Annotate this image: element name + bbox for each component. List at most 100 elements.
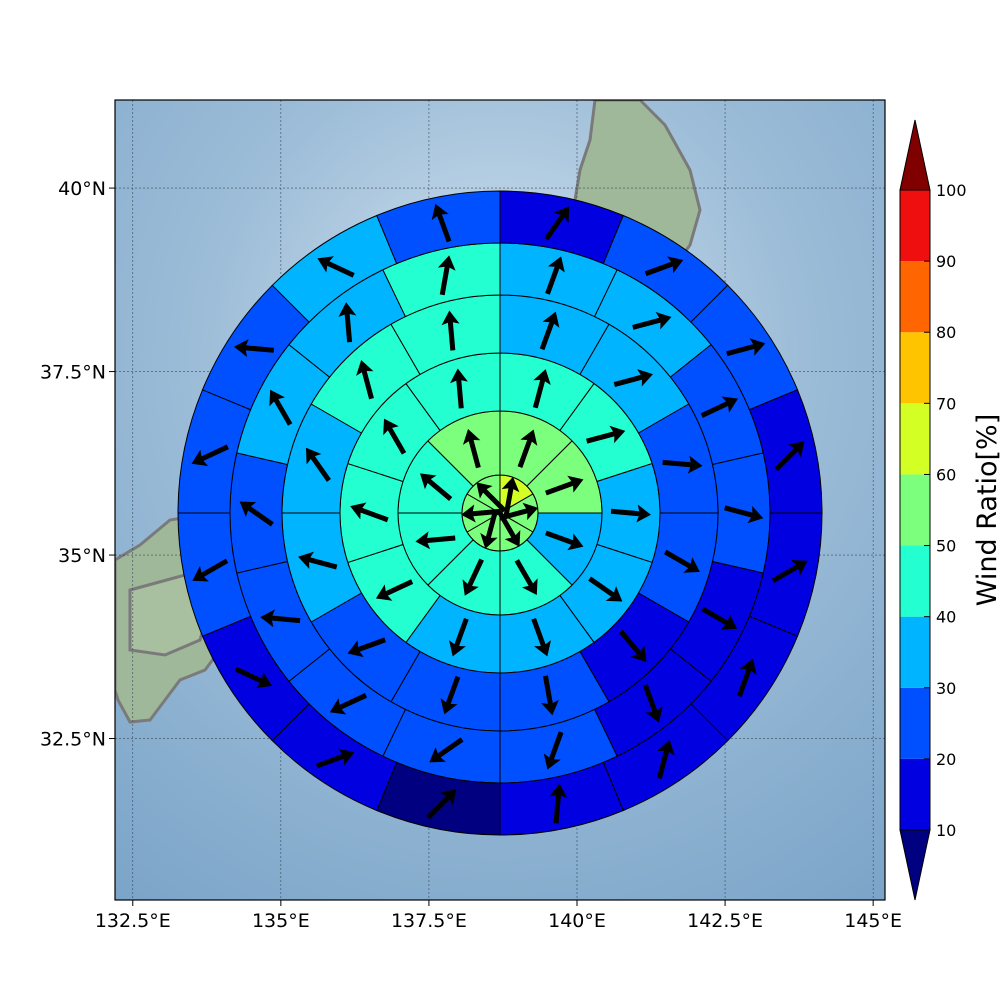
colorbar: 10 20 30 40 50 60 70 80 90 100 <box>899 119 967 901</box>
wind-arrow <box>632 311 672 330</box>
x-tick-label: 140°E <box>548 910 606 932</box>
wind-arrow <box>610 504 651 523</box>
wind-arrow <box>476 482 507 513</box>
wind-arrow <box>663 549 700 573</box>
wind-arrow <box>700 396 738 418</box>
wind-arrow <box>517 429 538 468</box>
colorbar-tick-label: 90 <box>936 252 956 271</box>
colorbar-outline <box>899 189 931 831</box>
wind-arrow <box>586 425 626 444</box>
wind-arrow <box>192 558 229 582</box>
wind-arrow <box>662 455 703 474</box>
colorbar-tick-label: 100 <box>936 181 967 200</box>
wind-arrow <box>499 502 539 521</box>
wind-arrow <box>480 509 499 549</box>
wind-arrow <box>415 531 456 550</box>
wind-arrow <box>315 748 355 769</box>
wind-arrow <box>450 368 468 409</box>
colorbar-segment <box>900 616 930 688</box>
colorbar-tick-label: 10 <box>936 821 956 840</box>
colorbar-over-extension <box>899 119 931 191</box>
colorbar-segment <box>900 687 930 759</box>
wind-arrow <box>545 256 565 295</box>
wind-arrow <box>234 666 273 689</box>
wind-arrow <box>233 339 275 357</box>
wind-arrow <box>350 502 389 523</box>
colorbar-segment <box>900 261 930 333</box>
wind-arrow <box>449 617 469 657</box>
x-tick-label: 135°E <box>252 910 310 932</box>
wind-arrow <box>440 675 461 715</box>
colorbar-tick-label: 20 <box>936 750 956 769</box>
wind-arrow <box>383 418 407 455</box>
colorbar-label: Wind Ratio[%] <box>972 414 1000 606</box>
wind-arrow <box>431 203 452 243</box>
colorbar-segment <box>900 332 930 404</box>
wind-arrow <box>545 530 584 551</box>
wind-arrow <box>356 360 374 400</box>
colorbar-tick-label: 30 <box>936 679 956 698</box>
wind-arrow <box>375 579 414 601</box>
colorbar-tick-label: 50 <box>936 537 956 556</box>
wind-arrow <box>461 504 502 523</box>
wind-arrow <box>532 369 551 409</box>
wind-arrow <box>771 559 808 583</box>
wind-arrow <box>656 739 675 780</box>
wind-arrow <box>701 606 738 630</box>
wind-arrow <box>239 501 274 527</box>
wind-arrow <box>317 256 355 278</box>
wind-arrow <box>613 369 653 387</box>
colorbar-segment <box>900 190 930 262</box>
sector-cell <box>376 190 501 265</box>
wind-arrow <box>514 559 538 595</box>
wind-arrow <box>269 389 293 426</box>
wind-arrow <box>501 476 520 517</box>
x-tick-label: 137.5°E <box>391 910 467 932</box>
y-tick-label: 32.5°N <box>40 729 106 751</box>
wind-arrow <box>543 731 564 770</box>
colorbar-segment <box>900 403 930 475</box>
wind-arrow <box>642 684 663 723</box>
wind-arrow <box>774 441 805 472</box>
x-tick-label: 142.5°E <box>687 910 763 932</box>
wind-arrow <box>618 629 647 662</box>
wind-arrow <box>305 447 331 482</box>
x-axis-ticks: 132.5°E 135°E 137.5°E 140°E 142.5°E 145°E <box>95 900 902 932</box>
wind-arrow <box>724 505 764 524</box>
map-area <box>114 99 886 901</box>
wind-arrow <box>329 693 368 715</box>
wind-arrow <box>462 558 484 596</box>
wind-arrow <box>191 444 229 466</box>
x-tick-label: 145°E <box>844 910 902 932</box>
wind-arrow <box>437 255 456 296</box>
wind-arrow <box>544 206 570 241</box>
wind-arrow <box>549 783 568 824</box>
y-tick-label: 37.5°N <box>40 362 106 384</box>
colorbar-tick-label: 80 <box>936 323 956 342</box>
y-axis-ticks: 32.5°N 35°N 37.5°N 40°N <box>40 178 115 751</box>
wind-arrow <box>462 429 481 469</box>
wind-arrow <box>644 256 684 277</box>
colorbar-under-extension <box>899 829 931 901</box>
colorbar-segment <box>900 474 930 546</box>
wind-arrow <box>441 310 460 351</box>
wind-arrow <box>726 338 766 357</box>
wind-arrow <box>545 475 584 496</box>
wind-arrow <box>539 311 560 351</box>
colorbar-tick-label: 60 <box>936 465 956 484</box>
wind-arrow <box>420 473 453 501</box>
wind-arrow <box>497 510 521 547</box>
colorbar-segment <box>900 545 930 617</box>
wind-arrow <box>426 789 457 820</box>
colorbar-tick-label: 70 <box>936 394 956 413</box>
wind-arrow <box>541 675 559 716</box>
wind-arrow <box>588 576 623 602</box>
wind-arrow <box>260 609 301 628</box>
wind-arrow <box>338 302 357 343</box>
wind-arrow <box>429 737 464 763</box>
y-tick-label: 35°N <box>58 545 106 567</box>
wind-arrow <box>347 637 387 658</box>
x-tick-label: 132.5°E <box>95 910 171 932</box>
wind-direction-arrows <box>191 203 808 824</box>
